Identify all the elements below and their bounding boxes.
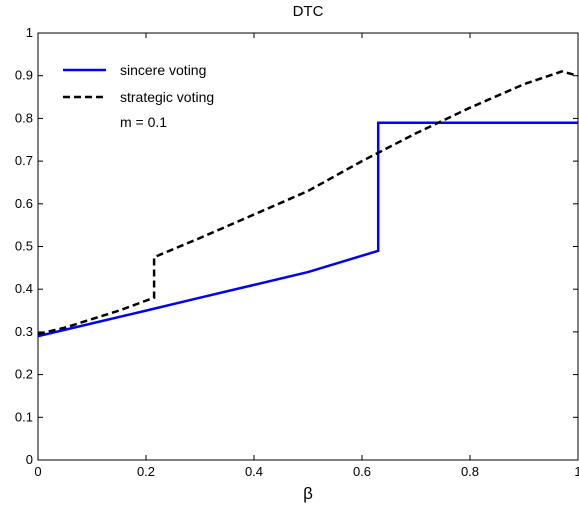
plot-area: 0 0.2 0.4 0.6 0.8 1 0 0.1 0.2 0.3 0.4 0.5 0.6 0.7 0.8 0… [15,25,579,479]
y-tick-label: 0 [26,452,33,467]
series-line-strategic-voting [38,70,578,336]
legend-label-strategic-voting: strategic voting [120,89,214,105]
y-tick-label: 1 [26,25,33,40]
x-tick-label: 0.6 [353,464,371,479]
x-tick-label: 0.4 [245,464,263,479]
annotation-m: m = 0.1 [120,114,167,130]
x-tick-label: 0 [34,464,41,479]
x-tick-label: 0.8 [461,464,479,479]
y-tick-label: 0.6 [15,196,33,211]
legend-label-sincere-voting: sincere voting [120,62,206,78]
y-tick-label: 0.5 [15,239,33,254]
x-tick-label: 1 [574,464,579,479]
y-tick-label: 0.7 [15,153,33,168]
y-tick-label: 0.8 [15,110,33,125]
y-tick-label: 0.4 [15,281,33,296]
legend: sincere voting strategic voting [63,62,214,105]
y-tick-label: 0.2 [15,367,33,382]
y-tick-label: 0.3 [15,324,33,339]
x-tick-label: 0.2 [137,464,155,479]
y-tick-label: 0.9 [15,68,33,83]
y-tick-label: 0.1 [15,409,33,424]
series-line-sincere-voting [38,121,578,338]
plot-frame [37,32,579,461]
chart-title: DTC [293,3,324,20]
x-axis-label: β [303,484,313,503]
